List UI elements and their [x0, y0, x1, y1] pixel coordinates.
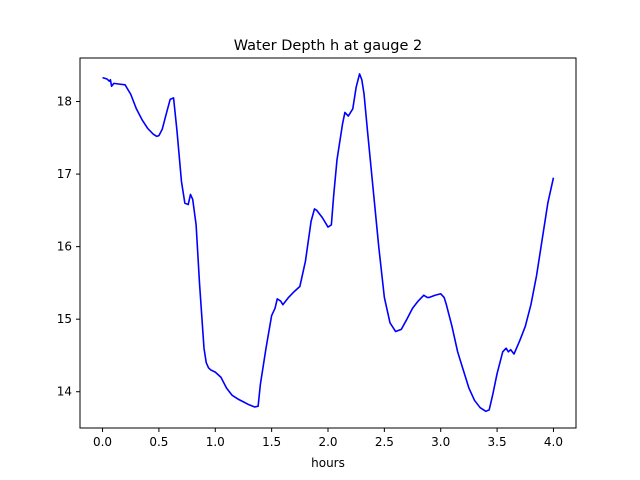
- x-axis-label: hours: [311, 456, 345, 470]
- y-tick-label: 15: [57, 312, 72, 326]
- x-tick-label: 1.0: [206, 435, 225, 449]
- series-line-0: [102, 73, 555, 413]
- x-tick-label: 3.5: [488, 435, 507, 449]
- y-axis-ticks: 14 15 16 17 18: [57, 95, 80, 399]
- x-tick-label: 1.5: [262, 435, 281, 449]
- y-tick-label: 17: [57, 167, 72, 181]
- x-tick-label: 2.5: [375, 435, 394, 449]
- x-tick-label: 0.5: [149, 435, 168, 449]
- y-tick-label: 18: [57, 95, 72, 109]
- chart-title: Water Depth h at gauge 2: [234, 38, 422, 54]
- y-tick-label: 16: [57, 240, 72, 254]
- x-axis-ticks: 0.0 0.5 1.0 1.5 2.0 2.5 3.0 3.5 4.0: [93, 428, 563, 449]
- x-tick-label: 2.0: [318, 435, 337, 449]
- plot-area: [80, 58, 576, 428]
- series-layer: [102, 73, 555, 413]
- x-tick-label: 0.0: [93, 435, 112, 449]
- x-tick-label: 3.0: [431, 435, 450, 449]
- x-tick-label: 4.0: [544, 435, 563, 449]
- y-tick-label: 14: [57, 385, 72, 399]
